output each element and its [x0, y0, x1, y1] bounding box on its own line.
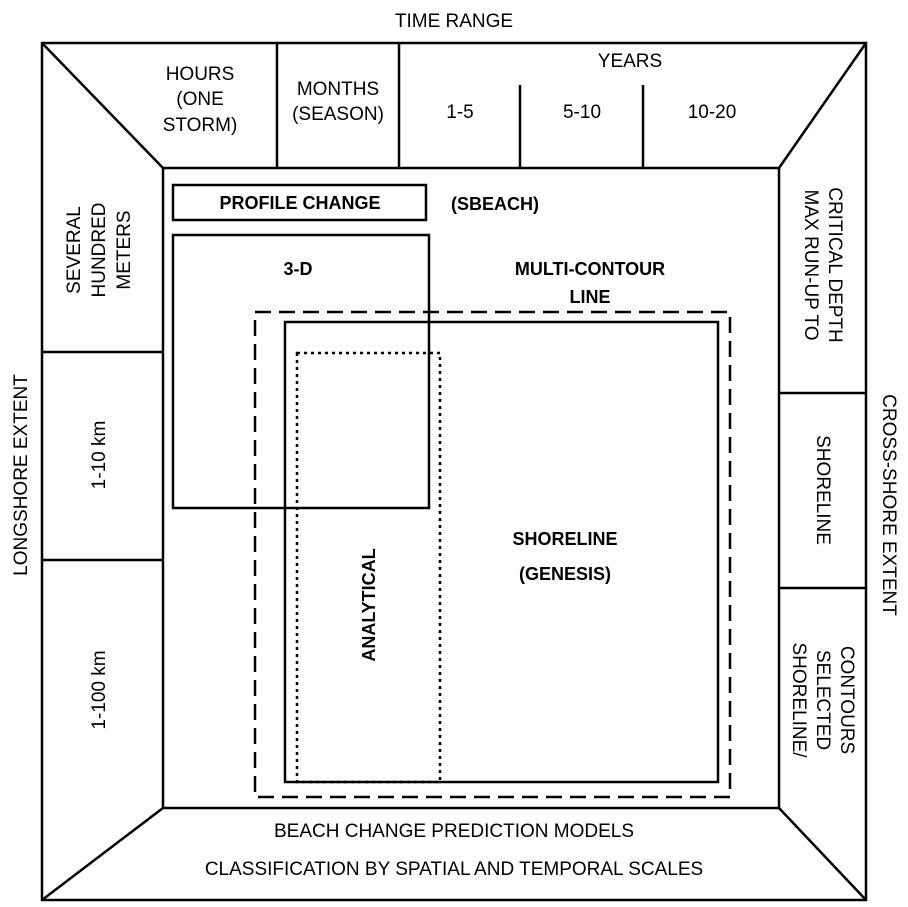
row: CRITICAL DEPTH — [824, 187, 845, 343]
col: 1-5 — [446, 102, 473, 123]
col: MONTHS — [297, 79, 379, 100]
model: MULTI-CONTOUR — [515, 259, 665, 279]
model: LINE — [569, 287, 610, 307]
col: 10-20 — [688, 102, 737, 123]
footer-subtitle: CLASSIFICATION BY SPATIAL AND TEMPORAL S… — [205, 859, 703, 880]
row: SHORELINE/ — [788, 642, 809, 758]
right-axis: CROSS-SHORE EXTENT — [878, 394, 899, 616]
footer-title: BEACH CHANGE PREDICTION MODELS — [274, 821, 634, 842]
model: 3-D — [283, 259, 312, 279]
row: SEVERAL — [64, 206, 85, 294]
row: METERS — [114, 210, 135, 289]
row: CONTOURS — [836, 646, 857, 754]
row: SHORELINE — [812, 435, 833, 545]
col: (ONE — [176, 89, 224, 110]
model: PROFILE CHANGE — [219, 193, 380, 213]
frame — [40, 41, 868, 902]
model: (GENESIS) — [519, 564, 611, 584]
col: 5-10 — [563, 102, 601, 123]
model: SHORELINE — [512, 529, 617, 549]
title: TIME RANGE — [395, 11, 513, 32]
col: HOURS — [166, 64, 235, 85]
row: SELECTED — [812, 650, 833, 750]
left-axis: LONGSHORE EXTENT — [11, 374, 32, 576]
model: ANALYTICAL — [359, 548, 379, 661]
row: 1-10 km — [89, 421, 110, 490]
col: STORM) — [163, 115, 238, 136]
row: 1-100 km — [89, 650, 110, 729]
col: (SEASON) — [292, 104, 384, 125]
row: MAX RUN-UP TO — [800, 190, 821, 341]
col: YEARS — [598, 51, 662, 72]
model: (SBEACH) — [451, 194, 539, 214]
row: HUNDRED — [89, 203, 110, 298]
